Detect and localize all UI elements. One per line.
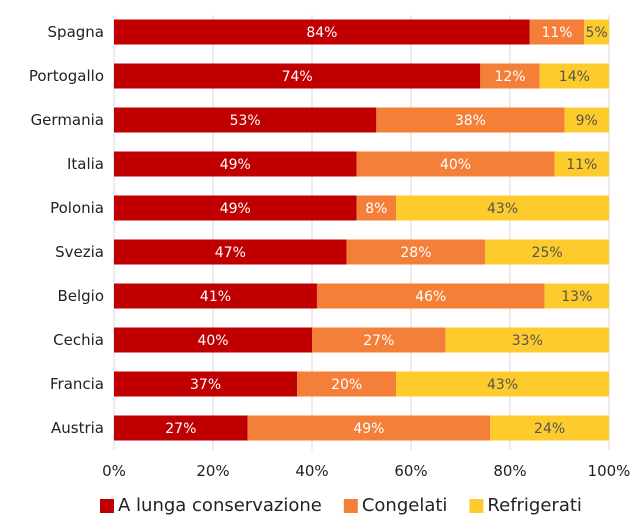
data-label: 5% [586,25,608,41]
data-label: 9% [576,113,598,129]
data-label: 43% [487,201,518,217]
category-labels: Spagna Portogallo Germania Italia Polonia Sve… [29,23,104,437]
category-label: Polonia [50,199,104,217]
bar-segment [584,19,609,45]
data-label: 27% [165,421,196,437]
bars: 84% 11% 5% 74% 12% 14% 53% 38% 9% 49% 40% 11% 49% 8% 4… [114,19,609,441]
bar-segment [529,19,585,45]
bar-segment [356,151,555,177]
bar-segment [114,239,347,265]
bar-segment [376,107,565,133]
bar-segment [554,151,609,177]
legend-swatch [100,499,114,513]
data-label: 25% [532,245,563,261]
data-label: 12% [494,69,525,85]
category-label: Svezia [55,243,104,261]
legend-label: A lunga conservazione [118,495,322,516]
legend-swatch [343,499,358,513]
data-label: 49% [220,157,251,173]
x-tick-label: 100% [588,462,631,480]
bar-segment [114,63,481,89]
bar-segment [490,415,609,441]
data-label: 24% [534,421,565,437]
x-tick-label: 80% [493,462,526,480]
bar-segment [396,195,609,221]
bar-segment [544,283,609,309]
bar-segment [114,371,298,397]
data-label: 40% [197,333,228,349]
category-label: Portogallo [29,67,104,85]
legend-label: Congelati [362,495,448,516]
bar-segment [316,283,545,309]
bar-segment [247,415,491,441]
data-label: 49% [353,421,384,437]
category-label: Cechia [53,331,104,349]
category-label: Belgio [57,287,104,305]
x-tick-label: 20% [196,462,229,480]
category-label: Germania [31,111,104,129]
data-label: 14% [559,69,590,85]
bar-segment [356,195,397,221]
bar-segment [396,371,609,397]
category-label: Austria [51,419,104,437]
legend-swatch [469,499,484,513]
data-label: 53% [230,113,261,129]
data-label: 28% [400,245,431,261]
bar-segment [114,327,312,353]
category-label: Spagna [48,23,104,41]
data-label: 33% [512,333,543,349]
bar-segment [114,151,357,177]
legend: A lunga conservazione Congelati Refrigerat… [100,495,582,516]
bar-segment [114,283,317,309]
bar-segment [114,195,357,221]
x-tick-label: 0% [102,462,126,480]
x-axis-ticks: 0% 20% 40% 60% 80% 100% [102,462,630,480]
bar-segment [480,63,540,89]
data-label: 47% [215,245,246,261]
data-label: 11% [566,157,597,173]
data-label: 8% [365,201,387,217]
data-label: 43% [487,377,518,393]
data-label: 13% [561,289,592,305]
data-label: 46% [415,289,446,305]
bar-segment [564,107,609,133]
bar-segment [297,371,397,397]
bar-segment [539,63,609,89]
category-label: Francia [50,375,104,393]
data-label: 37% [190,377,221,393]
legend-label: Refrigerati [487,495,582,516]
bar-segment [114,19,530,45]
data-label: 38% [455,113,486,129]
x-tick-label: 40% [295,462,328,480]
bar-segment [114,415,248,441]
bar-segment [312,327,446,353]
data-label: 40% [440,157,471,173]
data-label: 84% [306,25,337,41]
data-label: 27% [363,333,394,349]
data-label: 74% [282,69,313,85]
category-label: Italia [67,155,104,173]
data-label: 49% [220,201,251,217]
data-label: 11% [541,25,572,41]
data-label: 20% [331,377,362,393]
data-label: 41% [200,289,231,305]
bar-segment [346,239,486,265]
bar-segment [445,327,609,353]
bar-segment [485,239,609,265]
bar-segment [114,107,377,133]
x-tick-label: 60% [394,462,427,480]
